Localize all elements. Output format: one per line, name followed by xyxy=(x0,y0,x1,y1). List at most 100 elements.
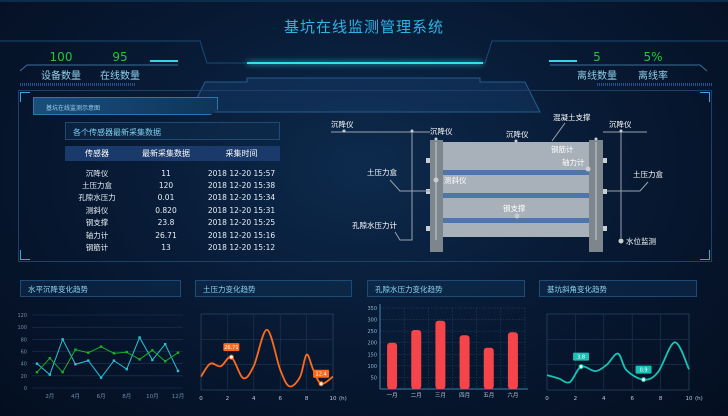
x-tick-label: 6 xyxy=(278,396,282,402)
cell-time: 2018 12-20 15:57 xyxy=(207,168,276,178)
x-tick-label: 10月 xyxy=(146,393,159,400)
table-row: 钢支撑 23.8 2018 12-20 15:25 xyxy=(65,217,280,229)
bar xyxy=(387,342,398,389)
data-point xyxy=(151,349,154,352)
label-earth-box-left: 土压力盒 xyxy=(367,167,397,177)
table-title: 各个传感器最新采集数据 xyxy=(65,122,280,140)
bar xyxy=(411,329,422,389)
online-count-value: 95 xyxy=(112,50,128,64)
data-point xyxy=(35,362,39,365)
corner-br xyxy=(700,250,710,260)
cell-time: 2018 12-20 15:25 xyxy=(207,218,276,228)
device-count-label: 设备数量 xyxy=(41,71,81,82)
label-axial-meter: 轴力计 xyxy=(562,157,585,167)
data-point xyxy=(125,367,128,371)
table-header: 传感器 最新采集数据 采集时间 xyxy=(65,146,280,161)
y-tick-label: 100 xyxy=(367,364,377,370)
pit-diagram: 沉降仪 沉降仪 沉降仪 沉降仪 混凝土支撑 钢筋计 轴力计 土压力盒 测斜仪 钢… xyxy=(331,112,663,252)
corner-tr xyxy=(700,92,710,102)
annotation-badge xyxy=(223,343,240,352)
x-tick-label: 六月 xyxy=(507,391,518,399)
data-point xyxy=(74,348,77,351)
bar xyxy=(507,332,518,389)
diagram-tag: 基坑在线监测示意图 xyxy=(33,97,218,115)
support-band xyxy=(443,170,589,175)
cell-time: 2018 12-20 15:31 xyxy=(207,205,276,215)
y-tick-label: 300 xyxy=(367,318,377,324)
y-tick-label: 120 xyxy=(17,313,27,319)
cell-time: 2018 12-20 15:38 xyxy=(207,180,276,190)
data-point xyxy=(125,350,128,354)
data-point xyxy=(176,369,180,373)
x-tick-label: 一月 xyxy=(387,392,398,399)
pore-pressure-chart: 50 100 150 200 250 300 350 一月 二月 三月 四月 五月 六月 xyxy=(367,304,528,399)
x-tick-label: 12月 xyxy=(172,393,185,400)
series-line xyxy=(36,346,179,374)
data-point xyxy=(138,336,141,339)
y-tick-label: 100 xyxy=(17,325,27,331)
annotation-label: 3.8 xyxy=(577,355,585,361)
x-tick-label: 8 xyxy=(305,396,309,402)
cell-sensor: 测斜仪 xyxy=(85,205,109,215)
data-point xyxy=(74,363,77,366)
data-point xyxy=(112,352,116,355)
annotation-label: 26.71 xyxy=(224,345,238,351)
x-tick-label: 五月 xyxy=(483,392,494,399)
data-point xyxy=(138,358,141,361)
label-settle-4: 沉降仪 xyxy=(609,119,632,129)
data-point xyxy=(87,351,90,354)
x-tick-label: 四月 xyxy=(459,392,470,399)
annotation-badge xyxy=(313,369,330,378)
label-concrete-support: 混凝土支撑 xyxy=(553,112,591,122)
y-tick-label: 150 xyxy=(367,352,377,358)
cell-value: 0.01 xyxy=(157,193,175,203)
data-point xyxy=(61,338,64,341)
y-tick-label: 0 xyxy=(24,386,27,392)
data-point xyxy=(176,351,180,354)
cell-value: 0.820 xyxy=(155,205,177,215)
annotation-point xyxy=(228,354,234,360)
data-point xyxy=(99,376,103,379)
data-point xyxy=(35,370,39,374)
main-panel xyxy=(18,90,712,262)
data-point xyxy=(87,359,90,362)
cell-time: 2018 12-20 15:16 xyxy=(207,230,276,240)
cell-sensor: 沉降仪 xyxy=(85,168,109,178)
annotation-point xyxy=(578,364,584,370)
x-unit-label: (h) xyxy=(339,396,347,402)
label-inclinometer: 测斜仪 xyxy=(444,175,467,185)
cell-sensor: 土压力盒 xyxy=(82,180,112,190)
device-count-value: 100 xyxy=(49,50,73,64)
header-time: 采集时间 xyxy=(225,149,258,158)
x-tick-label: 2 xyxy=(574,396,578,402)
header-sensor: 传感器 xyxy=(85,149,109,158)
x-tick-label: 4 xyxy=(252,396,256,402)
y-tick-label: 200 xyxy=(367,341,377,347)
y-tick-label: 40 xyxy=(21,362,27,368)
bar xyxy=(459,335,470,389)
x-tick-label: 4月 xyxy=(71,393,80,400)
offline-rate-value: 5% xyxy=(643,50,663,64)
annotation-badge xyxy=(635,365,652,374)
label-steel-support: 钢支撑 xyxy=(503,203,526,213)
header-latest: 最新采集数据 xyxy=(142,149,190,158)
data-point xyxy=(112,359,116,362)
x-tick-label: 二月 xyxy=(411,392,422,399)
label-settle-3: 沉降仪 xyxy=(506,129,529,139)
series-line xyxy=(36,336,179,379)
y-tick-label: 60 xyxy=(21,350,27,356)
x-tick-label: 6月 xyxy=(97,393,106,400)
support-band xyxy=(443,193,589,198)
x-tick-label: 0 xyxy=(199,396,203,402)
data-point xyxy=(61,370,64,374)
x-tick-label: 三月 xyxy=(435,392,446,399)
bar xyxy=(435,320,446,389)
data-point xyxy=(48,373,52,376)
cell-value: 13 xyxy=(161,242,171,252)
cell-sensor: 钢支撑 xyxy=(85,218,109,228)
cell-sensor: 钢筋计 xyxy=(85,242,109,252)
cell-value: 26.71 xyxy=(155,230,177,240)
tilt-chart: 0 2 4 6 8 10 (h) 3.8 0.9 xyxy=(545,313,703,402)
cell-sensor: 孔隙水压力 xyxy=(78,193,116,203)
series-line xyxy=(546,341,690,384)
